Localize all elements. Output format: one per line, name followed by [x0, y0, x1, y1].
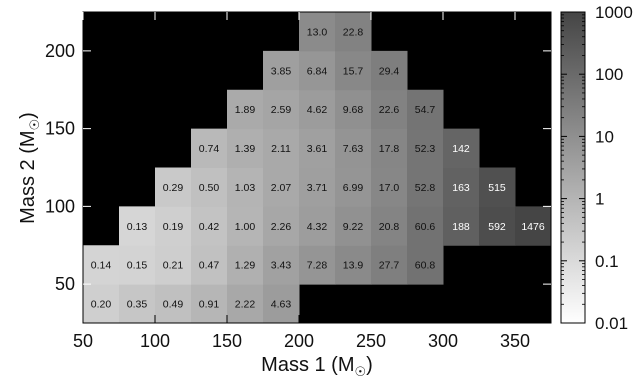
- x-tick-label: 250: [356, 331, 386, 351]
- cell-value-label: 13.0: [307, 26, 328, 38]
- cell-value-label: 6.84: [307, 65, 328, 77]
- cell-value-label: 3.61: [307, 143, 328, 155]
- colorbar-tick-label: 1: [595, 190, 604, 209]
- cell-value-label: 0.14: [91, 260, 112, 272]
- cell-value-label: 15.7: [343, 65, 364, 77]
- y-axis-label: Mass 2 (M☉): [17, 112, 42, 224]
- x-tick-label: 200: [284, 331, 314, 351]
- y-tick-label: 50: [55, 274, 75, 294]
- cell-value-label: 592: [488, 221, 506, 233]
- cell-value-label: 17.8: [379, 143, 400, 155]
- cell-value-label: 4.32: [307, 221, 328, 233]
- cell-value-label: 3.43: [271, 260, 292, 272]
- cell-value-label: 1.00: [235, 221, 256, 233]
- cell-value-label: 1.03: [235, 182, 256, 194]
- x-tick-label: 350: [500, 331, 530, 351]
- cell-value-label: 0.49: [163, 299, 184, 311]
- x-tick-label: 100: [140, 331, 170, 351]
- y-tick-label: 150: [45, 119, 75, 139]
- cell-value-label: 0.13: [127, 221, 148, 233]
- cell-value-label: 17.0: [379, 182, 400, 194]
- cell-value-label: 0.42: [199, 221, 220, 233]
- cell-value-label: 22.8: [343, 26, 364, 38]
- cell-value-label: 60.8: [415, 260, 436, 272]
- cell-value-label: 13.9: [343, 260, 364, 272]
- cell-value-label: 0.15: [127, 260, 148, 272]
- cell-value-label: 2.22: [235, 299, 256, 311]
- colorbar-tick-label: 10: [595, 127, 614, 146]
- cell-value-label: 0.20: [91, 299, 112, 311]
- cell-value-label: 52.3: [415, 143, 436, 155]
- y-axis-sun-symbol: ☉: [27, 119, 42, 131]
- cell-value-label: 6.99: [343, 182, 364, 194]
- cell-value-label: 0.74: [199, 143, 220, 155]
- x-axis-sun-symbol: ☉: [355, 364, 367, 379]
- cell-value-label: 3.85: [271, 65, 292, 77]
- cell-value-label: 22.6: [379, 104, 400, 116]
- cell-value-label: 0.19: [163, 221, 184, 233]
- cell-value-label: 188: [452, 221, 470, 233]
- colorbar-tick-label: 0.1: [595, 252, 619, 271]
- cell-value-label: 9.22: [343, 221, 364, 233]
- colorbar-tick-label: 0.01: [595, 314, 628, 333]
- cell-value-label: 0.91: [199, 299, 220, 311]
- cell-value-label: 0.47: [199, 260, 220, 272]
- cell-value-label: 2.11: [271, 143, 291, 155]
- y-tick-label: 200: [45, 41, 75, 61]
- cell-value-label: 20.8: [379, 221, 400, 233]
- cell-value-label: 1.29: [235, 260, 256, 272]
- cell-value-label: 515: [488, 182, 506, 194]
- cell-value-label: 0.50: [199, 182, 220, 194]
- cell-value-label: 0.21: [163, 260, 184, 272]
- x-tick-label: 300: [428, 331, 458, 351]
- cell-value-label: 2.59: [271, 104, 292, 116]
- cell-value-label: 27.7: [379, 260, 400, 272]
- cell-value-label: 1.39: [235, 143, 256, 155]
- cell-value-label: 29.4: [379, 65, 400, 77]
- colorbar-tick-label: 100: [595, 65, 623, 84]
- cell-value-label: 60.6: [415, 221, 436, 233]
- x-tick-label: 50: [73, 331, 93, 351]
- cell-value-label: 7.28: [307, 260, 328, 272]
- cell-value-label: 9.68: [343, 104, 364, 116]
- cell-value-label: 4.62: [307, 104, 328, 116]
- colorbar-tick-label: 1000: [595, 3, 633, 22]
- cell-value-label: 7.63: [343, 143, 364, 155]
- cell-value-label: 4.63: [271, 299, 292, 311]
- cell-value-label: 3.71: [307, 182, 328, 194]
- x-axis-label: Mass 1 (M☉): [261, 354, 373, 379]
- x-tick-label: 150: [212, 331, 242, 351]
- cell-value-label: 163: [452, 182, 470, 194]
- cell-value-label: 0.29: [163, 182, 184, 194]
- cell-value-label: 52.8: [415, 182, 436, 194]
- cell-value-label: 1.89: [235, 104, 256, 116]
- colorbar: [561, 12, 585, 323]
- cell-value-label: 142: [452, 143, 470, 155]
- cell-value-label: 2.26: [271, 221, 292, 233]
- cell-value-label: 0.35: [127, 299, 148, 311]
- cell-value-label: 1476: [521, 221, 545, 233]
- y-tick-label: 100: [45, 196, 75, 216]
- cell-value-label: 2.07: [271, 182, 292, 194]
- cell-value-label: 54.7: [415, 104, 436, 116]
